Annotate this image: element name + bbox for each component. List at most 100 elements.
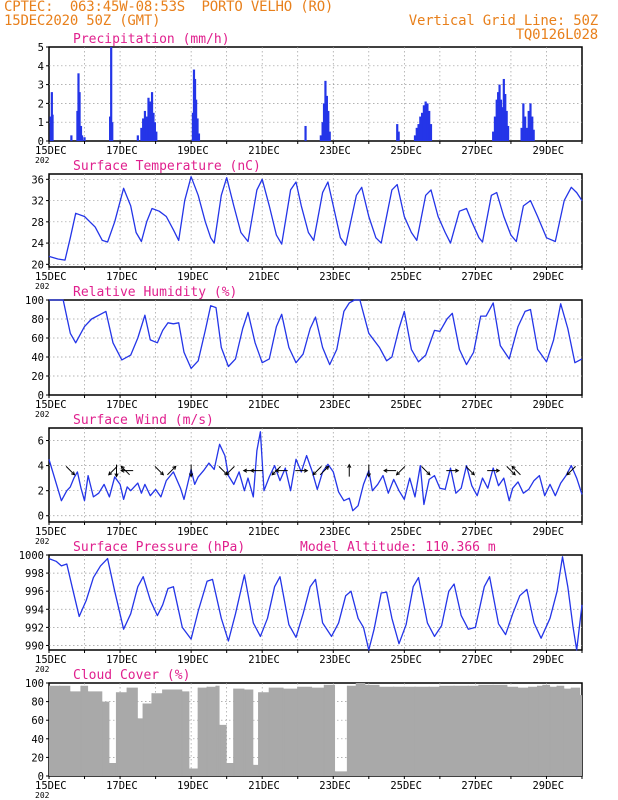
cloud-bar — [80, 685, 82, 776]
wind-arrow-head — [312, 471, 317, 476]
y-tick-label: 992 — [25, 622, 44, 634]
x-tick-label: 29DEC — [532, 654, 564, 666]
panel-title: Relative Humidity (%) — [73, 285, 237, 300]
precip-bar — [520, 127, 523, 141]
precip-bar — [428, 110, 431, 141]
precip-bar — [304, 125, 307, 141]
wind-arrow-head — [108, 471, 113, 476]
precip-bar — [492, 131, 495, 141]
cloud-bar — [258, 692, 260, 776]
cloud-bar — [563, 688, 565, 776]
cloud-bar — [355, 683, 357, 776]
precip-bar — [136, 135, 139, 141]
x-tick-label: 27DEC — [461, 145, 493, 157]
x-tick-label: 21DEC — [248, 271, 280, 283]
cloud-bar — [453, 685, 455, 776]
precip-bar — [495, 99, 498, 141]
wind-arrow-head — [566, 471, 571, 476]
y-tick-label: 996 — [25, 586, 44, 598]
x-tick-label: 17DEC — [106, 271, 138, 283]
cloud-bar — [282, 688, 285, 776]
precip-bar — [429, 124, 433, 141]
precip-bar — [525, 127, 529, 141]
x-tick-label: 27DEC — [461, 654, 493, 666]
y-tick-label: 5 — [38, 42, 44, 54]
panel-frame — [48, 427, 583, 523]
panel-3: 0 2 4 6 15DEC 17DEC 19DEC 21DEC 23DEC 25DEC 27DEC 2… — [35, 413, 583, 546]
y-tick-label: 20 — [31, 752, 44, 764]
x-tick-label: 19DEC — [177, 780, 209, 792]
cloud-bar — [536, 685, 539, 776]
wind-arrow-head — [114, 473, 119, 478]
precip-bar — [140, 127, 143, 141]
x-tick-label: 21DEC — [248, 780, 280, 792]
x-year-label: 202 — [35, 156, 50, 165]
y-tick-label: 0 — [38, 136, 44, 148]
cloud-bar — [268, 687, 270, 776]
wind-arrow — [421, 466, 431, 476]
panel-title: Cloud Cover (%) — [73, 668, 190, 683]
x-tick-label: 25DEC — [390, 654, 422, 666]
precip-bar — [83, 137, 86, 141]
cloud-bar — [69, 691, 71, 776]
cloud-area — [49, 683, 582, 776]
x-year-label: 202 — [35, 282, 50, 291]
cloud-bar — [87, 691, 89, 776]
x-tick-label: 15DEC — [35, 526, 67, 538]
wind-arrow-head — [189, 473, 194, 478]
x-tick-label: 27DEC — [461, 399, 493, 411]
wind-arrow-head — [383, 468, 388, 473]
wind-arrow-head — [395, 471, 401, 476]
y-tick-label: 4 — [38, 461, 44, 473]
cloud-bar — [528, 686, 530, 776]
precip-bar — [70, 135, 73, 141]
x-tick-label: 23DEC — [319, 780, 351, 792]
panel-title: Precipitation (mm/h) — [73, 32, 230, 47]
y-tick-label: 0 — [38, 511, 44, 523]
x-year-label: 202 — [35, 537, 50, 546]
precip-bar — [524, 116, 527, 141]
series-line — [49, 299, 583, 370]
wind-arrow — [506, 466, 516, 476]
wind-arrow-head — [120, 468, 125, 473]
wind-arrow — [396, 466, 406, 476]
cloud-bar — [403, 686, 405, 776]
wind-arrow-head — [271, 471, 276, 476]
cloud-bar — [556, 685, 558, 776]
cloud-bar — [542, 684, 544, 776]
y-tick-label: 994 — [25, 604, 44, 616]
cloud-bar — [108, 762, 111, 776]
wind-arrow-head — [366, 473, 371, 478]
precip-bar — [328, 131, 331, 141]
precip-bar — [142, 118, 145, 141]
x-tick-label: 27DEC — [461, 271, 493, 283]
wind-arrow-head — [454, 468, 460, 473]
precip-bar — [111, 122, 114, 141]
cloud-bar — [218, 724, 221, 776]
wind-arrow-head — [249, 468, 255, 473]
wind-arrow-head — [470, 471, 476, 476]
x-tick-label: 21DEC — [248, 399, 280, 411]
precip-bar — [504, 94, 507, 141]
x-tick-label: 17DEC — [106, 399, 138, 411]
precip-bar — [505, 110, 508, 141]
wind-arrow-head — [71, 471, 76, 476]
y-tick-label: 0 — [38, 771, 44, 783]
precip-bar — [527, 110, 530, 141]
precip-bar — [419, 116, 422, 141]
cloud-bar — [323, 684, 325, 776]
wind-arrow — [108, 466, 118, 476]
panel-0: 0 1 2 3 4 5 15DEC 17DEC 19DEC 21DEC 23DEC 25DEC 27DE… — [35, 32, 583, 165]
x-tick-label: 19DEC — [177, 654, 209, 666]
y-tick-label: 28 — [31, 217, 44, 229]
panel-title: Surface Temperature (nC) — [73, 159, 261, 174]
x-tick-label: 29DEC — [532, 399, 564, 411]
x-tick-label: 29DEC — [532, 271, 564, 283]
precip-bar — [110, 47, 113, 141]
cloud-bar — [126, 687, 128, 776]
cloud-bar — [188, 768, 190, 776]
y-tick-label: 32 — [31, 196, 44, 208]
precip-bar — [499, 99, 503, 141]
wind-arrow-head — [347, 463, 352, 468]
